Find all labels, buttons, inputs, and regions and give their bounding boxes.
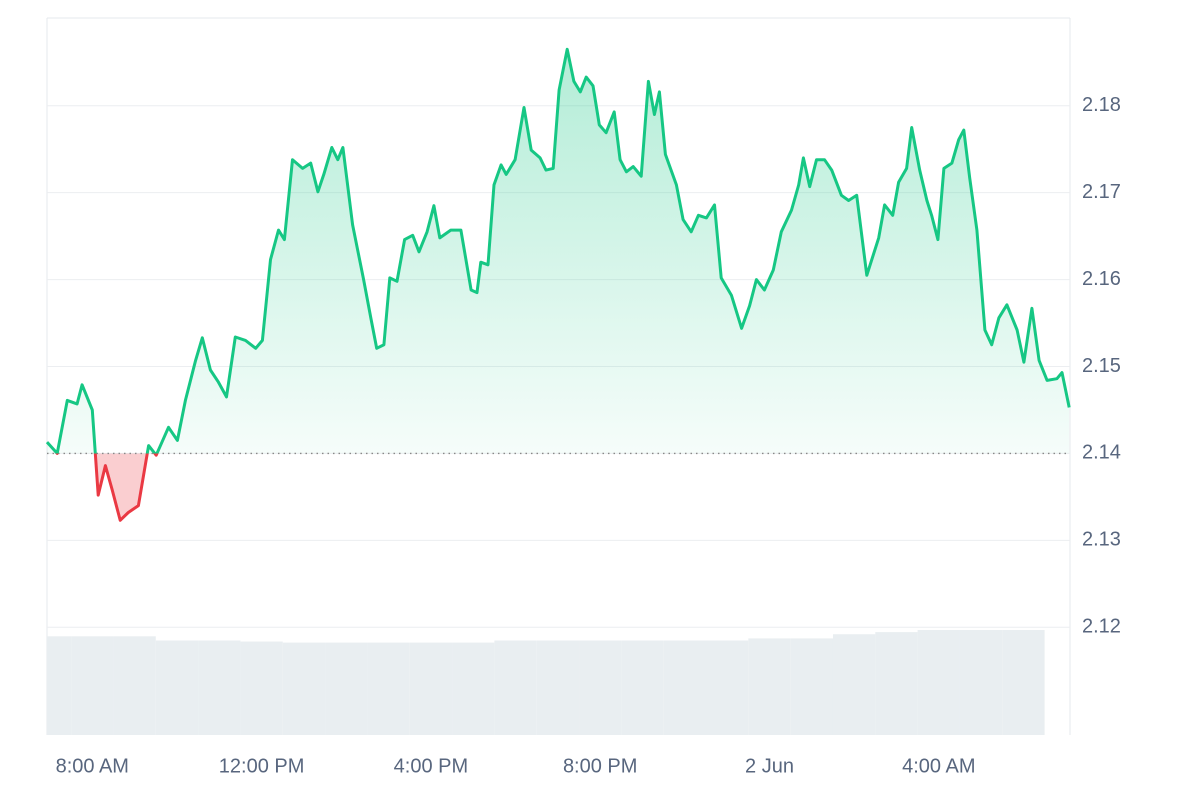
- volume-bar: [790, 638, 833, 735]
- volume-bar: [367, 642, 410, 735]
- x-tick-label: 8:00 PM: [563, 755, 637, 777]
- volume-bar: [282, 642, 326, 735]
- volume-bar: [325, 642, 368, 735]
- volume-bar: [748, 638, 791, 735]
- volume-bar: [917, 630, 960, 735]
- volume-bar: [579, 640, 622, 735]
- x-tick-label: 8:00 AM: [56, 755, 129, 777]
- x-tick-label: 4:00 PM: [394, 755, 468, 777]
- y-tick-label: 2.17: [1082, 181, 1121, 203]
- volume-bars: [47, 630, 1045, 735]
- volume-bar: [832, 634, 876, 735]
- volume-bar: [113, 636, 156, 735]
- volume-bar: [706, 640, 749, 735]
- volume-bar: [155, 640, 199, 735]
- x-tick-label: 4:00 AM: [902, 755, 975, 777]
- volume-bar: [1002, 630, 1045, 735]
- x-tick-label: 12:00 PM: [219, 755, 305, 777]
- y-tick-label: 2.13: [1082, 529, 1121, 551]
- price-line: [45, 47, 1071, 522]
- volume-bar: [959, 630, 1003, 735]
- y-tick-label: 2.12: [1082, 616, 1121, 638]
- volume-bar: [47, 636, 72, 735]
- x-tick-label: 2 Jun: [745, 755, 794, 777]
- volume-bar: [409, 642, 453, 735]
- volume-bar: [663, 640, 707, 735]
- volume-bar: [621, 640, 664, 735]
- volume-bar: [240, 641, 283, 735]
- y-tick-label: 2.14: [1082, 442, 1121, 464]
- volume-bar: [198, 640, 241, 735]
- volume-bar: [71, 636, 114, 735]
- volume-bar: [494, 640, 537, 735]
- volume-bar: [536, 640, 580, 735]
- volume-bar: [452, 642, 495, 735]
- y-tick-label: 2.18: [1082, 94, 1121, 116]
- y-tick-label: 2.16: [1082, 268, 1121, 290]
- volume-bar: [875, 632, 918, 735]
- y-tick-label: 2.15: [1082, 355, 1121, 377]
- price-area: [47, 49, 1070, 521]
